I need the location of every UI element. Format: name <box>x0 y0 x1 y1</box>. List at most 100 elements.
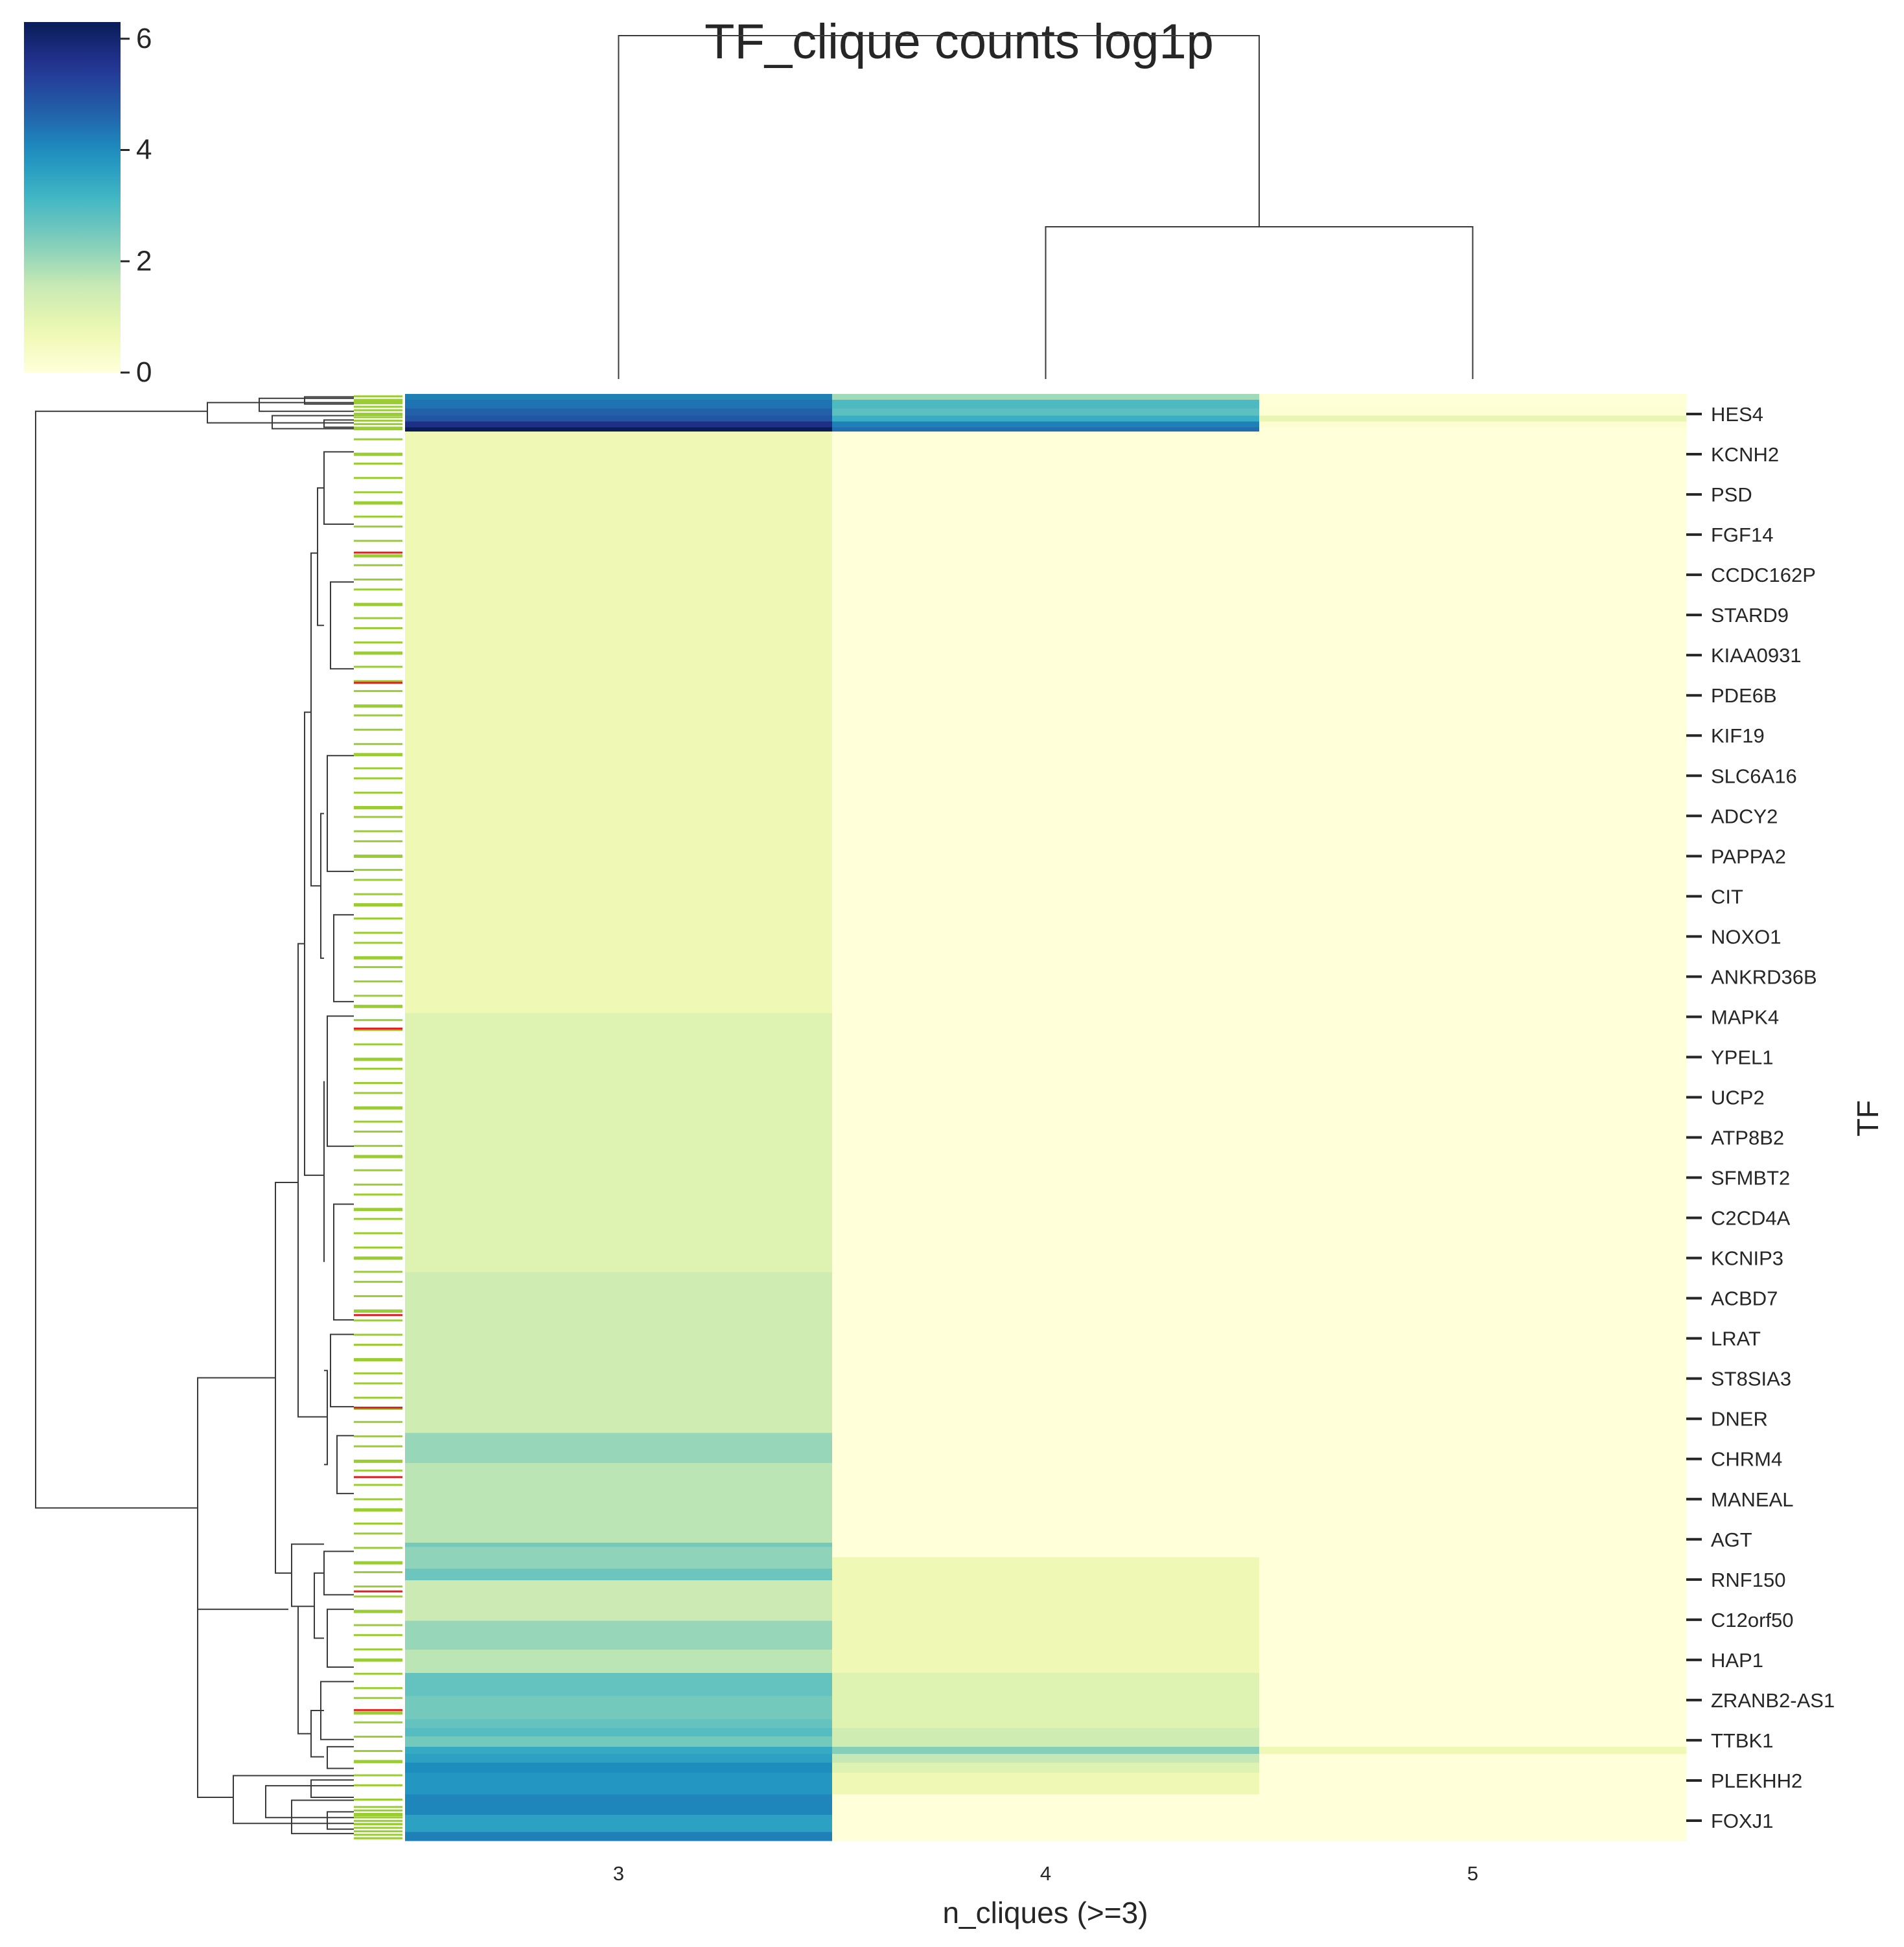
row-color-line <box>354 903 402 907</box>
heatmap-cell <box>832 1762 1260 1773</box>
row-tick-label: PAPPA2 <box>1711 845 1786 868</box>
heatmap-cell <box>1259 1569 1687 1581</box>
row-color-line <box>354 564 402 566</box>
heatmap-cell <box>405 1814 833 1833</box>
heatmap-cell <box>405 1672 833 1697</box>
heatmap-cell <box>405 1794 833 1815</box>
row-tick-label: CIT <box>1711 885 1743 908</box>
heatmap-cell <box>832 421 1260 428</box>
heatmap-cell <box>405 1433 833 1464</box>
row-tick-label: DNER <box>1711 1408 1768 1431</box>
heatmap-cell <box>405 1719 833 1729</box>
row-color-line <box>354 1043 402 1046</box>
row-tick-label: PDE6B <box>1711 684 1777 707</box>
row-color-line <box>354 1508 402 1512</box>
row-tick-labels: HES4 KCNH2 PSD FGF14 CCDC162P STARD9 KIAA0931 P… <box>1686 403 1835 1832</box>
heatmap-cell <box>832 1580 1260 1622</box>
row-tick-label: SLC6A16 <box>1711 765 1797 787</box>
heatmap-cell <box>405 1557 833 1569</box>
row-color-line <box>354 840 402 842</box>
row-color-line <box>354 1469 402 1472</box>
heatmap-cell <box>832 1814 1260 1833</box>
row-color-line <box>354 428 402 431</box>
heatmap-cell <box>832 1754 1260 1764</box>
row-color-line <box>354 1830 402 1832</box>
row-color-line <box>354 1819 402 1822</box>
row-color-line <box>354 995 402 997</box>
heatmap-cell <box>832 399 1260 409</box>
heatmap-cell <box>405 432 833 1014</box>
row-color-line <box>354 1547 402 1549</box>
heatmap-cell <box>1259 1727 1687 1737</box>
row-color-line <box>354 463 402 465</box>
row-color-line <box>354 1484 402 1486</box>
heatmap-cell <box>1259 1272 1687 1433</box>
row-color-line <box>354 1585 402 1588</box>
row-color-line <box>354 956 402 960</box>
heatmap-cell <box>405 1543 833 1548</box>
row-color-line <box>354 423 402 426</box>
row-tick-label: MANEAL <box>1711 1488 1793 1511</box>
heatmap-cell <box>405 1736 833 1747</box>
x-axis-label: n_cliques (>=3) <box>942 1896 1148 1930</box>
row-color-line <box>354 1396 402 1399</box>
heatmap-cell <box>832 1650 1260 1674</box>
heatmap-cell <box>405 1620 833 1650</box>
colorbar-gradient <box>24 22 121 373</box>
column-tick-label: 5 <box>1467 1862 1478 1885</box>
row-color-line <box>354 1193 402 1196</box>
heatmap-cell <box>832 1272 1260 1433</box>
heatmap-cell <box>405 1547 833 1558</box>
heatmap-cell <box>1259 1650 1687 1674</box>
row-tick-label: C2CD4A <box>1711 1207 1791 1230</box>
row-color-line <box>354 1372 402 1375</box>
row-color-line <box>354 1774 402 1777</box>
row-color-line <box>354 714 402 717</box>
row-color-line <box>354 1169 402 1171</box>
row-color-line <box>354 1609 402 1613</box>
heatmap-cell <box>832 1013 1260 1273</box>
row-color-line <box>354 409 402 411</box>
row-color-line <box>354 728 402 731</box>
row-color-line <box>354 477 402 479</box>
row-color-line <box>354 777 402 779</box>
heatmap-cell <box>405 1272 833 1433</box>
heatmap-cell <box>1259 1557 1687 1569</box>
row-color-line <box>354 540 402 542</box>
row-tick-label: FGF14 <box>1711 524 1773 546</box>
row-dendrogram-link <box>35 396 354 1834</box>
row-color-line <box>354 1837 402 1839</box>
heatmap-cell <box>1259 1543 1687 1548</box>
row-color-line <box>354 690 402 693</box>
row-color-line <box>354 704 402 708</box>
heatmap-cell <box>832 1620 1260 1650</box>
row-color-highlight <box>354 1314 402 1317</box>
row-tick-label: PSD <box>1711 483 1752 506</box>
row-tick-label: CHRM4 <box>1711 1448 1782 1471</box>
row-color-line <box>354 1532 402 1535</box>
heatmap-cell <box>832 1672 1260 1697</box>
row-color-line <box>354 1131 402 1133</box>
column-tick-label: 3 <box>613 1862 624 1885</box>
heatmap-cell <box>1259 1773 1687 1795</box>
row-color-line <box>354 1687 402 1689</box>
row-color-line <box>354 1271 402 1273</box>
heatmap-cells <box>405 394 1687 1841</box>
row-color-line <box>354 1295 402 1297</box>
row-color-line <box>354 1092 402 1094</box>
heatmap-cell <box>1259 1719 1687 1729</box>
heatmap-cell <box>1259 1794 1687 1815</box>
row-color-line <box>354 753 402 757</box>
row-color-line <box>354 406 402 408</box>
row-tick-label: HAP1 <box>1711 1649 1763 1672</box>
row-color-line <box>354 1561 402 1565</box>
row-dendrogram <box>35 396 354 1834</box>
row-color-line <box>354 1634 402 1637</box>
heatmap-cell <box>405 1013 833 1273</box>
heatmap-cell <box>405 399 833 409</box>
row-color-line <box>354 1019 402 1021</box>
row-color-line <box>354 398 402 401</box>
row-color-line <box>354 1823 402 1826</box>
heatmap-cell <box>832 394 1260 400</box>
heatmap-cell <box>1259 408 1687 417</box>
